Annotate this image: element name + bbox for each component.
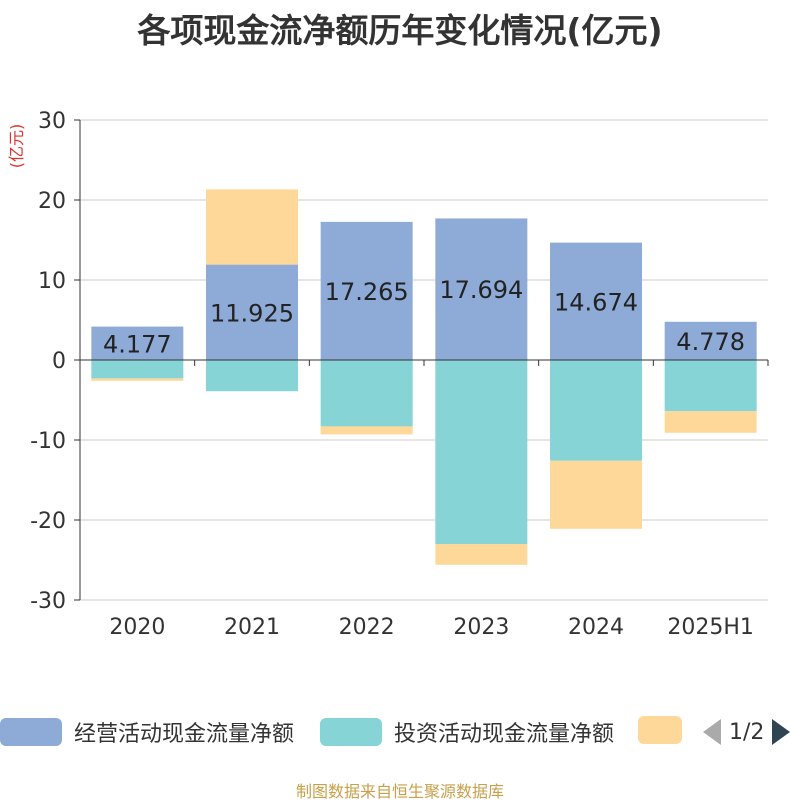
tick-labels: 30 20 10 0 -10 -20 -30 2020 2021 2022 2023 2024 2025… [30,109,754,640]
data-label: 17.265 [325,278,409,306]
legend-swatch-investing [320,718,382,746]
x-tick-label: 2021 [224,615,280,640]
bar-series-0 [435,218,528,360]
y-tick-label: 10 [38,269,66,294]
legend-item-investing[interactable]: 投资活动现金流量净额 [320,716,614,748]
y-tick-label: -10 [30,429,66,454]
bar-series-0 [206,264,298,360]
x-tick-label: 2025H1 [667,615,754,640]
bar-series-2 [320,426,413,435]
bar-series-0 [91,326,184,360]
data-label: 17.694 [439,276,523,304]
x-tick-label: 2022 [339,615,395,640]
bar-series-1 [91,360,184,379]
data-label: 4.778 [676,328,745,356]
bar-series-2 [435,544,528,565]
y-tick-label: 30 [38,109,66,134]
bar-series-2 [206,189,298,265]
bar-series-2 [664,411,757,433]
bar-series-0 [320,221,413,360]
chart-title: 各项现金流净额历年变化情况(亿元) [137,11,663,50]
bar-series-1 [320,360,413,427]
legend-pager: 1/2 [703,716,791,748]
bars [91,189,757,565]
data-label: 4.177 [103,330,172,358]
legend-item-operating[interactable]: 经营活动现金流量净额 [0,716,294,748]
legend-item-financing[interactable] [638,716,682,744]
pager-text: 1/2 [729,719,765,745]
y-tick-label: -30 [30,589,66,614]
triangle-left-icon[interactable] [703,717,721,747]
bar-series-0 [550,242,642,360]
y-tick-label: -20 [30,509,66,534]
data-labels: 4.177 11.925 17.265 17.694 14.674 4.778 [103,276,745,358]
bar-series-1 [550,360,642,461]
y-tick-label: 20 [38,189,66,214]
bar-series-1 [664,360,757,412]
data-label: 11.925 [210,299,294,327]
legend-label-investing: 投资活动现金流量净额 [394,722,615,747]
x-tick-label: 2023 [453,615,509,640]
x-tick-label: 2024 [568,615,624,640]
axes [74,119,769,601]
data-label: 14.674 [554,288,638,316]
legend: 经营活动现金流量净额 投资活动现金流量净额 1/2 [0,716,800,752]
bar-series-2 [91,378,184,381]
bar-series-2 [550,460,642,529]
bar-series-1 [206,360,298,392]
bar-series-1 [435,360,528,544]
legend-label-operating: 经营活动现金流量净额 [74,722,295,747]
legend-swatch-operating [0,718,62,746]
bar-series-0 [664,321,757,360]
y-axis-label: (亿元) [7,124,26,169]
triangle-right-icon[interactable] [772,717,791,747]
x-tick-label: 2020 [109,615,165,640]
legend-swatch-financing [638,716,682,744]
source-footer: 制图数据来自恒生聚源数据库 [295,782,504,801]
chart-plot: 30 20 10 0 -10 -20 -30 2020 2021 2022 2023 2024 2025… [7,109,769,640]
y-tick-label: 0 [52,349,66,374]
